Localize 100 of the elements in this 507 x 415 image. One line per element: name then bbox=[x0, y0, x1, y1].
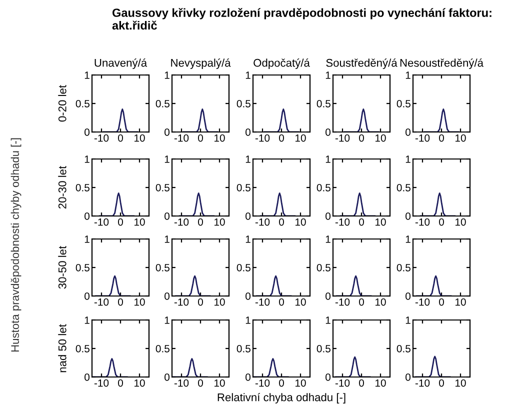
x-tick-label: 10 bbox=[296, 134, 306, 142]
text: Hustota pravděpodobnosti chyby odhadu [-] bbox=[10, 138, 22, 352]
x-tick-label: -10 bbox=[335, 134, 350, 142]
y-tick-label: 0 bbox=[84, 374, 90, 381]
x-tick-label: 10 bbox=[134, 134, 145, 142]
y-tick-label: 1 bbox=[164, 236, 170, 243]
x-tick-label: 10 bbox=[296, 218, 306, 226]
y-tick-label: 0.5 bbox=[316, 345, 330, 352]
x-tick-label: 10 bbox=[296, 298, 306, 306]
y-tick-label: 0.5 bbox=[396, 184, 410, 192]
y-tick-label: 0.5 bbox=[316, 100, 330, 108]
x-tick-label: -10 bbox=[255, 218, 270, 226]
x-tick-label: 0 bbox=[118, 379, 123, 387]
y-tick-label: 1 bbox=[84, 72, 90, 79]
y-tick-label: 0 bbox=[246, 128, 251, 136]
x-tick-label: -10 bbox=[255, 379, 270, 387]
x-tick-label: 10 bbox=[134, 379, 145, 387]
x-tick-label: 0 bbox=[359, 134, 364, 142]
x-tick-label: 10 bbox=[134, 298, 145, 306]
y-tick-label: 0.5 bbox=[236, 100, 250, 108]
y-tick-label: 1 bbox=[246, 236, 250, 243]
chart-title: Soustředěný/á bbox=[326, 58, 398, 69]
x-tick-label: -10 bbox=[174, 298, 189, 306]
x-tick-label: 10 bbox=[376, 379, 386, 387]
x-tick-label: 0 bbox=[279, 298, 284, 306]
x-tick-label: 0 bbox=[118, 134, 123, 142]
chart-title: Nevyspalý/á bbox=[171, 58, 231, 69]
x-tick-label: -10 bbox=[415, 298, 430, 306]
y-tick-label: 1 bbox=[164, 156, 170, 163]
y-tick-label: 0.5 bbox=[236, 345, 250, 352]
y-tick-label: 0.5 bbox=[76, 264, 90, 272]
y-tick-label: 1 bbox=[406, 72, 410, 79]
chart-title: Odpočatý/á bbox=[254, 58, 310, 69]
y-tick-label: 0 bbox=[164, 128, 170, 136]
x-tick-label: 0 bbox=[118, 218, 123, 226]
y-axis-title: 30-50 let bbox=[58, 246, 66, 289]
x-tick-label: -10 bbox=[94, 379, 109, 387]
x-tick-label: -10 bbox=[94, 134, 109, 142]
x-tick-label: -10 bbox=[335, 379, 350, 387]
y-tick-label: 0.5 bbox=[236, 264, 250, 272]
x-tick-label: 0 bbox=[439, 218, 444, 226]
y-tick-label: 0 bbox=[406, 292, 411, 300]
chart-title: Nesoustředěný/á bbox=[400, 58, 484, 69]
y-tick-label: 0.5 bbox=[76, 184, 90, 192]
x-tick-label: -10 bbox=[94, 298, 109, 306]
y-tick-label: 0 bbox=[84, 292, 90, 300]
y-tick-label: 0 bbox=[326, 128, 331, 136]
x-tick-label: 0 bbox=[279, 379, 284, 387]
x-tick-label: -10 bbox=[415, 218, 430, 226]
x-tick-label: 10 bbox=[134, 218, 145, 226]
y-tick-label: 1 bbox=[246, 316, 250, 324]
x-tick-label: 10 bbox=[376, 298, 386, 306]
x-tick-label: 0 bbox=[439, 134, 444, 142]
x-tick-label: 10 bbox=[456, 298, 466, 306]
y-tick-label: 0.5 bbox=[156, 345, 170, 352]
y-tick-label: 0.5 bbox=[76, 100, 90, 108]
y-tick-label: 1 bbox=[246, 156, 250, 163]
x-tick-label: 10 bbox=[296, 379, 306, 387]
y-tick-label: 1 bbox=[326, 316, 330, 324]
y-axis-title: 0-20 let bbox=[58, 85, 66, 122]
y-tick-label: 1 bbox=[84, 156, 90, 163]
y-tick-label: 0.5 bbox=[316, 184, 330, 192]
y-tick-label: 1 bbox=[326, 156, 330, 163]
y-tick-label: 0 bbox=[326, 292, 331, 300]
y-tick-label: 0 bbox=[164, 292, 170, 300]
y-axis-title: 20-30 let bbox=[58, 166, 66, 209]
x-tick-label: 0 bbox=[359, 218, 364, 226]
y-tick-label: 1 bbox=[84, 316, 90, 324]
x-tick-label: -10 bbox=[255, 298, 270, 306]
x-tick-label: -10 bbox=[255, 134, 270, 142]
y-tick-label: 1 bbox=[406, 236, 410, 243]
y-tick-label: 0 bbox=[84, 128, 90, 136]
text: Gaussovy křivky rozložení pravděpodobnosti po vynechání faktoru: akt.řidič bbox=[112, 8, 492, 30]
y-tick-label: 0 bbox=[326, 212, 331, 220]
y-tick-label: 0 bbox=[406, 128, 411, 136]
x-tick-label: 0 bbox=[118, 298, 123, 306]
y-tick-label: 0.5 bbox=[156, 264, 170, 272]
y-tick-label: 0 bbox=[164, 374, 170, 381]
y-tick-label: 0 bbox=[246, 212, 251, 220]
y-tick-label: 0.5 bbox=[156, 100, 170, 108]
y-tick-label: 1 bbox=[164, 72, 170, 79]
y-tick-label: 0 bbox=[406, 212, 411, 220]
x-tick-label: 10 bbox=[214, 379, 225, 387]
x-tick-label: 0 bbox=[198, 218, 203, 226]
y-tick-label: 0.5 bbox=[76, 345, 90, 352]
y-tick-label: 0.5 bbox=[156, 184, 170, 192]
x-tick-label: 10 bbox=[456, 218, 466, 226]
y-tick-label: 1 bbox=[326, 72, 330, 79]
x-tick-label: -10 bbox=[174, 218, 189, 226]
y-tick-label: 0.5 bbox=[396, 345, 410, 352]
y-tick-label: 1 bbox=[164, 316, 170, 324]
y-axis-title: nad 50 let bbox=[58, 324, 66, 372]
x-tick-label: 10 bbox=[214, 134, 225, 142]
y-tick-label: 1 bbox=[246, 72, 250, 79]
x-tick-label: 0 bbox=[198, 134, 203, 142]
x-tick-label: 10 bbox=[456, 379, 466, 387]
x-tick-label: 10 bbox=[376, 218, 386, 226]
y-tick-label: 0.5 bbox=[236, 184, 250, 192]
x-tick-label: 0 bbox=[439, 298, 444, 306]
y-tick-label: 0 bbox=[84, 212, 90, 220]
